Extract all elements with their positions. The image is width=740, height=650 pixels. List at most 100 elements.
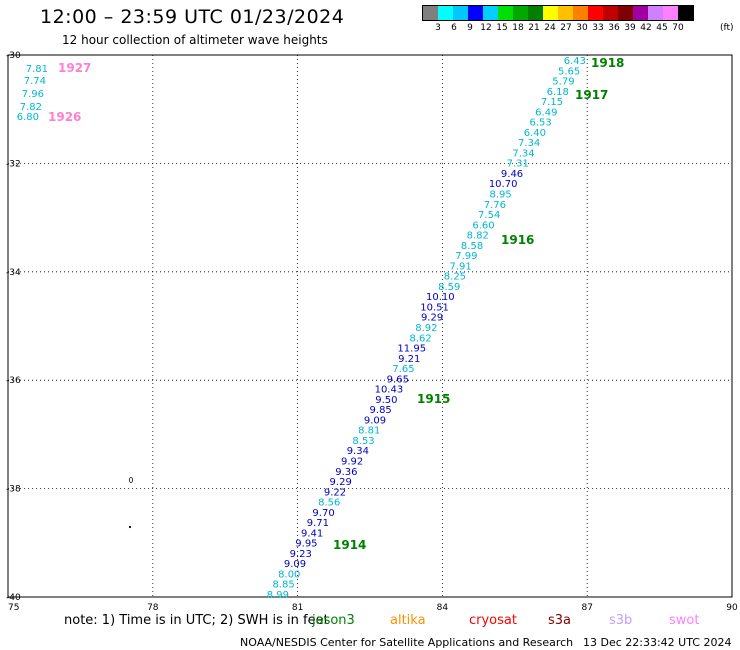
wave-height-reading: 8.99 (267, 590, 289, 601)
legend-tick-label: 33 (592, 23, 604, 33)
chart-title: 12:00 – 23:59 UTC 01/23/2024 (40, 6, 345, 28)
legend-swatch (483, 6, 498, 20)
wave-height-reading: 6.49 (535, 107, 557, 118)
wave-height-reading: 9.34 (347, 446, 369, 457)
wave-height-reading: 5.65 (558, 66, 580, 77)
x-tick-label: 87 (581, 603, 592, 613)
wave-height-reading: 7.76 (484, 200, 506, 211)
track-time-label: 1916 (501, 233, 534, 247)
wave-height-reading: 9.21 (398, 354, 420, 365)
satellite-label: jason3 (312, 613, 355, 628)
island-marker (128, 477, 133, 483)
x-tick-label: 81 (292, 603, 303, 613)
island-marker (128, 525, 132, 529)
wave-height-reading: 7.54 (478, 210, 500, 221)
track-time-label: 1914 (333, 538, 366, 552)
legend-swatches (422, 5, 694, 21)
wave-height-reading: 10.43 (375, 385, 404, 396)
wave-height-reading: 9.70 (312, 508, 334, 519)
legend-swatch (543, 6, 558, 20)
legend-tick-label: 12 (480, 23, 492, 33)
satellite-label: s3b (609, 613, 633, 628)
legend-tick-label: 42 (640, 23, 652, 33)
wave-height-reading: 8.53 (352, 436, 374, 447)
wave-height-reading: 5.79 (552, 77, 574, 88)
wave-height-reading: 9.09 (364, 415, 386, 426)
wave-height-reading: 8.56 (318, 498, 340, 509)
legend-tick-label: 9 (467, 23, 473, 33)
wave-height-reading: 7.81 (26, 64, 48, 75)
wave-height-reading: 7.15 (541, 97, 563, 108)
wave-height-reading: 8.00 (278, 569, 300, 580)
wave-height-reading: 8.62 (410, 333, 432, 344)
legend-swatch (663, 6, 678, 20)
x-tick-label: 90 (726, 603, 738, 613)
legend-swatch (648, 6, 663, 20)
wave-height-reading: 9.71 (307, 518, 329, 529)
wave-height-reading: 9.65 (387, 374, 409, 385)
footer-org: NOAA/NESDIS Center for Satellite Applica… (240, 636, 574, 649)
track-time-label: 1915 (417, 392, 450, 406)
wave-height-reading: 7.96 (22, 89, 44, 100)
wave-height-reading: 8.95 (489, 190, 511, 201)
wave-height-reading: 8.59 (438, 282, 460, 293)
y-tick-label: -34 (6, 268, 21, 278)
y-tick-label: -40 (6, 593, 21, 603)
wave-height-reading: 8.82 (467, 231, 489, 242)
wave-height-reading: 8.58 (461, 241, 483, 252)
wave-height-reading: 7.82 (20, 102, 42, 113)
y-tick-label: -38 (6, 485, 21, 495)
wave-height-reading: 10.51 (420, 302, 449, 313)
wave-height-reading: 6.80 (17, 112, 39, 123)
wave-height-reading: 7.65 (392, 364, 414, 375)
legend-tick-label: 24 (544, 23, 556, 33)
legend-swatch (498, 6, 513, 20)
legend-tick-label: 21 (528, 23, 540, 33)
legend-swatch (678, 6, 693, 20)
color-legend: 3 6 9 12 15 18 21 24 27 30 33 36 39 42 45 70 (ft) (422, 5, 734, 37)
wave-height-reading: 9.95 (295, 539, 317, 550)
legend-tick-label: 30 (576, 23, 588, 33)
legend-swatch (513, 6, 528, 20)
wave-height-reading: 10.10 (426, 292, 455, 303)
track-time-label: 1927 (58, 61, 91, 75)
x-tick-label: 78 (147, 603, 159, 613)
wave-height-reading: 8.81 (358, 426, 380, 437)
wave-height-reading: 7.31 (507, 159, 529, 170)
legend-swatch (618, 6, 633, 20)
legend-swatch (633, 6, 648, 20)
track-time-label: 1926 (48, 110, 81, 124)
x-tick-label: 84 (437, 603, 449, 613)
x-tick-label: 75 (8, 603, 19, 613)
wave-height-reading: 10.70 (489, 179, 518, 190)
wave-height-reading: 9.22 (324, 487, 346, 498)
wave-height-reading: 6.40 (524, 128, 546, 139)
track-time-label: 1918 (591, 56, 624, 70)
footer-timestamp: 13 Dec 22:33:42 UTC 2024 (583, 636, 732, 649)
legend-tick-label: 3 (435, 23, 441, 33)
wave-height-reading: 11.95 (397, 344, 426, 355)
legend-tick-label: 6 (451, 23, 457, 33)
legend-swatch (468, 6, 483, 20)
wave-height-reading: 8.25 (444, 272, 466, 283)
wave-height-reading: 8.85 (272, 580, 294, 591)
wave-height-reading: 9.46 (501, 169, 523, 180)
wave-height-reading: 6.43 (564, 56, 586, 67)
legend-ticks: 3 6 9 12 15 18 21 24 27 30 33 36 39 42 45 70 (422, 23, 694, 37)
y-tick-label: -36 (6, 376, 21, 386)
satellite-label: s3a (548, 613, 572, 628)
wave-height-reading: 7.91 (450, 261, 472, 272)
wave-height-reading: 9.36 (335, 467, 357, 478)
legend-tick-label: 45 (656, 23, 668, 33)
satellite-label: swot (669, 613, 700, 628)
legend-tick-label: 39 (624, 23, 636, 33)
legend-swatch (453, 6, 468, 20)
legend-tick-label: 18 (512, 23, 524, 33)
y-tick-label: -32 (6, 159, 21, 169)
note-text: note: 1) Time is in UTC; 2) SWH is in fe… (64, 613, 329, 628)
legend-swatch (573, 6, 588, 20)
legend-swatch (438, 6, 453, 20)
wave-height-reading: 9.29 (421, 313, 443, 324)
legend-swatch (588, 6, 603, 20)
